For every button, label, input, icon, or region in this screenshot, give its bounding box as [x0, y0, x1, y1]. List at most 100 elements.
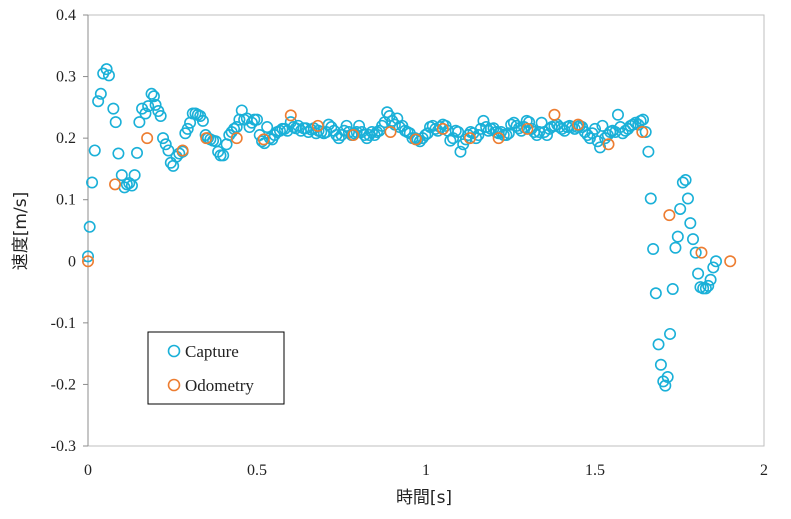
capture-point [596, 119, 609, 132]
capture-point [251, 113, 264, 126]
capture-point [512, 122, 525, 135]
y-tick-label: -0.3 [51, 438, 76, 455]
legend-marker-capture [167, 344, 181, 358]
odometry-point [347, 129, 360, 142]
capture-point [363, 129, 376, 142]
capture-point [145, 87, 158, 100]
legend-label-capture: Capture [185, 342, 239, 361]
odometry-point [176, 144, 189, 157]
capture-point [659, 379, 672, 392]
capture-point [159, 138, 172, 151]
odometry-point [384, 125, 397, 138]
odometry-point [109, 178, 122, 191]
capture-point [470, 132, 483, 145]
capture-point [702, 279, 715, 292]
capture-point [181, 122, 194, 135]
y-tick-label: 0.3 [56, 69, 76, 86]
capture-point [674, 202, 687, 215]
x-axis-ticks: 0 0.5 1 1.5 2 [84, 462, 768, 479]
capture-point [109, 116, 122, 129]
capture-point [139, 107, 152, 120]
odometry-point [724, 255, 737, 268]
odometry-point [636, 125, 649, 138]
capture-point [642, 145, 655, 158]
odometry-point [602, 138, 615, 151]
capture-point [107, 102, 120, 115]
odometry-point [492, 132, 505, 145]
capture-point [94, 87, 107, 100]
capture-point [123, 177, 136, 190]
y-tick-label: -0.2 [51, 376, 76, 393]
capture-point [704, 273, 717, 286]
capture-point [664, 327, 677, 340]
capture-point [647, 242, 660, 255]
odometry-point [695, 246, 708, 259]
capture-point [709, 255, 722, 268]
x-tick-label: 2 [760, 462, 768, 479]
capture-point [523, 116, 536, 129]
capture-point [261, 121, 274, 134]
y-axis-ticks: -0.3 -0.2 -0.1 0 0.1 0.2 0.3 0.4 [51, 7, 88, 455]
capture-point [669, 241, 682, 254]
capture-point [692, 267, 705, 280]
series-odometry [82, 108, 737, 268]
capture-point [661, 371, 674, 384]
x-tick-label: 0 [84, 462, 92, 479]
capture-point [112, 147, 125, 160]
capture-point [644, 192, 657, 205]
x-tick-label: 0.5 [247, 462, 267, 479]
y-tick-label: 0.4 [56, 7, 76, 24]
capture-point [92, 95, 105, 108]
capture-point [353, 119, 366, 132]
capture-point [162, 144, 175, 157]
capture-point [149, 98, 162, 111]
capture-point [83, 220, 96, 233]
capture-point [654, 358, 667, 371]
x-tick-label: 1 [422, 462, 430, 479]
capture-point [365, 125, 378, 138]
odometry-point [200, 132, 213, 145]
odometry-point [409, 133, 422, 146]
odometry-point [436, 122, 449, 135]
odometry-point [230, 132, 243, 145]
odometry-point [548, 108, 561, 121]
capture-point [671, 230, 684, 243]
capture-point [154, 109, 167, 122]
x-tick-label: 1.5 [585, 462, 605, 479]
odometry-point [463, 132, 476, 145]
capture-point [681, 192, 694, 205]
capture-point [196, 114, 209, 127]
capture-point [687, 233, 700, 246]
capture-point [666, 282, 679, 295]
legend-box [147, 331, 285, 405]
odometry-point [311, 119, 324, 132]
capture-point [100, 63, 113, 76]
capture-point [629, 116, 642, 129]
capture-point [133, 116, 146, 129]
capture-point [131, 146, 144, 159]
odometry-point [521, 122, 534, 135]
odometry-point [257, 133, 270, 146]
capture-point [477, 114, 490, 127]
capture-point [591, 135, 604, 148]
capture-point [502, 127, 515, 140]
capture-point [350, 125, 363, 138]
capture-point [689, 246, 702, 259]
legend-marker-odometry [167, 378, 181, 392]
capture-point [611, 108, 624, 121]
capture-point [340, 119, 353, 132]
capture-point [676, 176, 689, 189]
capture-point [707, 261, 720, 274]
odometry-point [284, 109, 297, 122]
series-layer [82, 63, 737, 392]
capture-point [684, 217, 697, 230]
capture-point [217, 149, 230, 162]
y-axis-title: 速度[m/s] [11, 192, 31, 270]
capture-point [679, 174, 692, 187]
series-capture [82, 63, 722, 392]
capture-point [649, 287, 662, 300]
capture-point [128, 169, 141, 182]
capture-point [636, 113, 649, 126]
legend-label-odometry: Odometry [185, 376, 254, 395]
